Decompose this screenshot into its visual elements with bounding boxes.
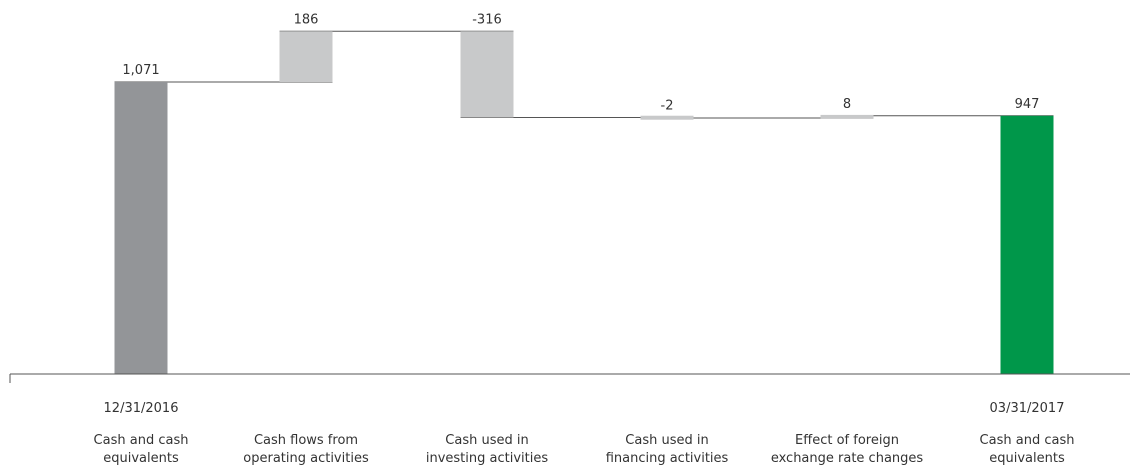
category-label-line: investing activities bbox=[426, 451, 548, 466]
value-label-4: -2 bbox=[661, 98, 674, 113]
bar-1 bbox=[114, 82, 168, 374]
category-label-line: Cash used in bbox=[625, 433, 708, 448]
category-label-6: Cash and cash equivalents bbox=[980, 433, 1075, 466]
bar-5 bbox=[820, 114, 874, 119]
value-label-1: 1,071 bbox=[122, 63, 159, 78]
category-labels: Cash and cash equivalents Cash flows from o… bbox=[94, 433, 1075, 466]
category-label-5: Effect of foreign exchange rate changes bbox=[771, 433, 924, 466]
category-label-4: Cash used in financing activities bbox=[606, 433, 729, 466]
category-label-1: Cash and cash equivalents bbox=[94, 433, 189, 466]
category-label-line: Cash and cash bbox=[94, 433, 189, 448]
category-label-line: financing activities bbox=[606, 451, 729, 466]
bar-4 bbox=[640, 115, 694, 120]
category-label-line: exchange rate changes bbox=[771, 451, 924, 466]
date-label-6: 03/31/2017 bbox=[990, 401, 1065, 416]
value-label-2: 186 bbox=[294, 12, 319, 27]
category-label-line: Effect of foreign bbox=[795, 433, 899, 448]
category-label-line: Cash flows from bbox=[254, 433, 358, 448]
date-label-1: 12/31/2016 bbox=[104, 401, 179, 416]
date-labels: 12/31/2016 03/31/2017 bbox=[104, 401, 1065, 416]
category-label-line: equivalents bbox=[103, 451, 179, 466]
value-label-3: -316 bbox=[472, 12, 502, 27]
bar-3 bbox=[460, 31, 514, 118]
value-label-6: 947 bbox=[1015, 97, 1040, 112]
category-label-line: Cash and cash bbox=[980, 433, 1075, 448]
category-label-line: Cash used in bbox=[445, 433, 528, 448]
category-label-line: operating activities bbox=[243, 451, 369, 466]
value-label-5: 8 bbox=[843, 97, 851, 112]
category-label-2: Cash flows from operating activities bbox=[243, 433, 369, 466]
bar-2 bbox=[279, 31, 333, 83]
bars bbox=[114, 31, 1054, 375]
bar-6 bbox=[1000, 115, 1054, 375]
category-label-line: equivalents bbox=[989, 451, 1065, 466]
value-labels: 1,071 186 -316 -2 8 947 bbox=[122, 12, 1039, 113]
category-label-3: Cash used in investing activities bbox=[426, 433, 548, 466]
connector-lines bbox=[114, 30, 1054, 119]
